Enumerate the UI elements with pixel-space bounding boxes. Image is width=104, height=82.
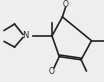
- Text: O: O: [63, 0, 68, 10]
- Text: O: O: [49, 67, 55, 76]
- Text: N: N: [22, 31, 28, 40]
